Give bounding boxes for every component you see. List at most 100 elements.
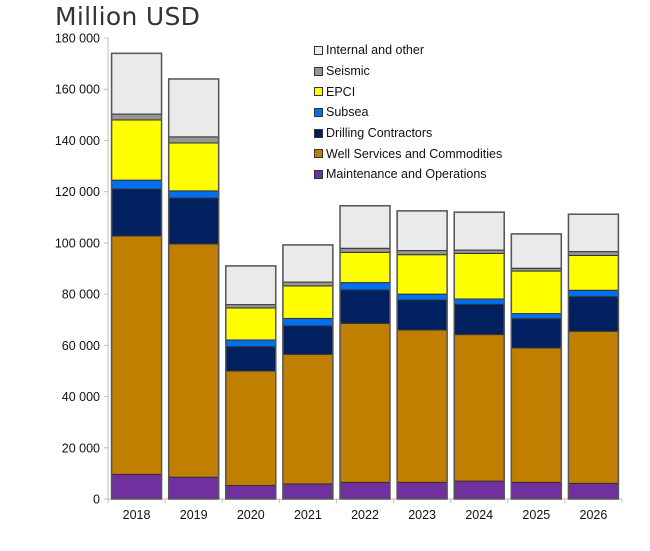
bar-segment-maintenance-and-operations — [453, 480, 505, 500]
legend-label: Internal and other — [326, 43, 424, 58]
legend-item: EPCI — [314, 81, 502, 102]
bar-segment-maintenance-and-operations — [510, 481, 562, 500]
y-tick-label: 0 — [93, 493, 100, 507]
x-tick-label: 2020 — [237, 508, 265, 522]
bar-segment-epci — [282, 285, 334, 319]
legend-item: Seismic — [314, 61, 502, 82]
x-tick-label: 2022 — [351, 508, 379, 522]
bar-segment-drilling-contractors — [282, 325, 334, 355]
y-tick-label: 180 000 — [55, 32, 100, 46]
bar-segment-internal-and-other — [282, 244, 334, 283]
bar-segment-internal-and-other — [168, 78, 220, 138]
x-tick-label: 2025 — [522, 508, 550, 522]
bar-segment-subsea — [225, 339, 277, 348]
bar-segment-drilling-contractors — [225, 346, 277, 372]
bar-segment-well-services-and-commodities — [111, 235, 163, 475]
bar-outline — [225, 265, 277, 500]
bar-stack-2020 — [225, 265, 277, 500]
bar-segment-internal-and-other — [510, 233, 562, 269]
bar-segment-epci — [225, 307, 277, 341]
y-tick-label: 120 000 — [55, 185, 100, 199]
bar-segment-well-services-and-commodities — [282, 353, 334, 485]
bar-segment-maintenance-and-operations — [567, 482, 619, 500]
bar-segment-well-services-and-commodities — [510, 347, 562, 483]
legend-item: Maintenance and Operations — [314, 164, 502, 185]
y-tick-label: 60 000 — [62, 339, 100, 353]
bar-stack-2023 — [396, 210, 448, 500]
bar-segment-subsea — [339, 282, 391, 291]
bar-segment-subsea — [396, 293, 448, 301]
bars — [110, 52, 620, 500]
bar-segment-internal-and-other — [567, 213, 619, 253]
bar-segment-internal-and-other — [339, 205, 391, 249]
y-tick-label: 100 000 — [55, 236, 100, 250]
bar-segment-drilling-contractors — [396, 299, 448, 331]
bar-segment-seismic — [339, 247, 391, 253]
legend-label: EPCI — [326, 84, 356, 99]
bar-segment-well-services-and-commodities — [567, 330, 619, 484]
y-tick-label: 140 000 — [55, 134, 100, 148]
bar-outline — [510, 233, 563, 500]
bar-segment-maintenance-and-operations — [225, 484, 277, 500]
x-tick-label: 2021 — [294, 508, 322, 522]
legend-label: Drilling Contractors — [326, 126, 433, 141]
legend-label: Subsea — [326, 105, 369, 120]
x-tick-label: 2026 — [580, 508, 608, 522]
bar-segment-maintenance-and-operations — [168, 476, 220, 500]
bar-outline — [339, 205, 391, 500]
bar-segment-epci — [567, 254, 619, 291]
bar-segment-internal-and-other — [225, 265, 277, 306]
bar-segment-seismic — [567, 251, 619, 256]
bar-segment-seismic — [282, 281, 334, 287]
bar-outline — [453, 211, 505, 500]
y-tick-labels: 0 20 000 40 000 60 000 80 000 100 000 120 000 1… — [55, 32, 100, 507]
bar-segment-drilling-contractors — [168, 197, 220, 245]
bar-segment-well-services-and-commodities — [453, 334, 505, 482]
bar-segment-seismic — [111, 113, 163, 121]
bar-segment-maintenance-and-operations — [282, 483, 334, 500]
legend-swatch-icon — [314, 107, 323, 117]
bar-segment-seismic — [168, 136, 220, 144]
bar-segment-epci — [396, 254, 448, 295]
y-tick-label: 80 000 — [62, 288, 100, 302]
bar-segment-subsea — [453, 298, 505, 305]
bar-segment-drilling-contractors — [510, 318, 562, 349]
bar-segment-subsea — [282, 317, 334, 327]
bar-stack-2025 — [510, 233, 563, 500]
bar-outline — [396, 210, 448, 500]
legend-item: Subsea — [314, 102, 502, 123]
x-tick-label: 2019 — [180, 508, 208, 522]
bar-stack-2018 — [110, 52, 163, 500]
y-tick-label: 40 000 — [62, 390, 100, 404]
bar-segment-maintenance-and-operations — [396, 481, 448, 500]
legend-item: Well Services and Commodities — [314, 143, 502, 164]
bar-stack-2024 — [453, 211, 505, 500]
bar-segment-internal-and-other — [111, 52, 163, 115]
bar-segment-epci — [339, 251, 391, 284]
bar-segment-epci — [510, 270, 562, 315]
legend-item: Drilling Contractors — [314, 123, 502, 144]
y-tick-label: 160 000 — [55, 83, 100, 97]
legend-swatch-icon — [314, 169, 323, 179]
x-tick-label: 2024 — [465, 508, 493, 522]
bar-outline — [282, 244, 334, 500]
bar-segment-well-services-and-commodities — [339, 322, 391, 483]
legend-swatch-icon — [314, 66, 323, 76]
y-tick-label: 20 000 — [62, 441, 100, 455]
bar-segment-drilling-contractors — [567, 296, 619, 332]
bar-outline — [567, 213, 620, 500]
bar-segment-maintenance-and-operations — [339, 481, 391, 500]
bar-segment-subsea — [567, 289, 619, 298]
x-tick-labels: 2018 2019 2020 2021 2022 2023 2024 2025 2026 — [123, 508, 608, 522]
bar-segment-subsea — [510, 313, 562, 320]
legend-swatch-icon — [314, 87, 323, 97]
bar-segment-internal-and-other — [396, 210, 448, 252]
bar-outline — [110, 52, 163, 500]
bar-stack-2026 — [567, 213, 620, 500]
bar-segment-drilling-contractors — [339, 289, 391, 324]
legend-item: Internal and other — [314, 40, 502, 61]
bar-segment-drilling-contractors — [111, 188, 163, 237]
x-tick-label: 2023 — [408, 508, 436, 522]
bar-segment-subsea — [111, 179, 163, 190]
